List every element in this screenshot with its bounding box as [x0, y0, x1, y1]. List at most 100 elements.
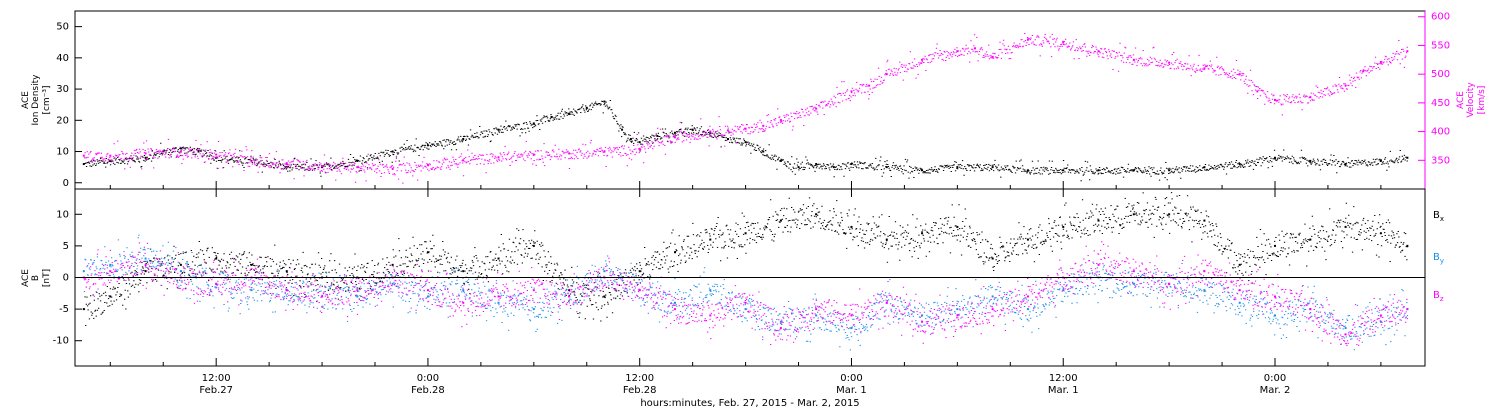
- bz-point: [568, 295, 571, 298]
- density-tick-label: 30: [56, 84, 69, 95]
- density-point: [1168, 169, 1171, 172]
- bx-point: [956, 225, 959, 228]
- by-point: [250, 289, 253, 292]
- bz-point: [779, 327, 782, 330]
- density-point: [1097, 169, 1100, 172]
- velocity-point: [1406, 50, 1409, 53]
- by-scatter-cloud: [83, 234, 1409, 351]
- bz-point: [356, 289, 359, 292]
- velocity-point: [1256, 90, 1259, 93]
- velocity-point: [321, 165, 324, 168]
- velocity-point: [426, 163, 429, 166]
- field-tick-label: -5: [59, 304, 69, 315]
- bx-point: [1274, 244, 1276, 247]
- bx-point: [1406, 244, 1409, 247]
- density-tick-label: 10: [56, 147, 69, 158]
- density-point: [603, 100, 606, 103]
- bx-scatter-cloud: [83, 192, 1409, 326]
- by-point: [1203, 289, 1206, 292]
- by-point: [462, 289, 465, 292]
- bx-point: [1344, 225, 1347, 228]
- bx-point: [1132, 213, 1135, 216]
- by-point: [179, 270, 182, 273]
- density-point: [850, 163, 853, 166]
- density-point: [144, 156, 147, 159]
- velocity-point: [1097, 50, 1100, 53]
- bz-point: [497, 295, 500, 298]
- bx-point: [1379, 232, 1382, 235]
- bz-point: [1238, 289, 1241, 292]
- x-tick-time-label: 12:00: [1049, 373, 1078, 384]
- density-point: [568, 113, 571, 116]
- bz-point: [109, 270, 112, 273]
- field-axis-label-line-3: [nT]: [42, 269, 52, 287]
- density-point: [532, 122, 535, 125]
- field-axis-label-line-1: ACE: [21, 269, 31, 287]
- velocity-point: [674, 136, 676, 139]
- density-point: [1309, 159, 1312, 162]
- bx-point: [1238, 263, 1241, 266]
- by-point: [426, 295, 429, 298]
- bz-point: [674, 308, 676, 311]
- x-tick-time-label: 0:00: [417, 373, 439, 384]
- bx-point: [885, 238, 888, 241]
- bx-point: [1168, 213, 1171, 216]
- bx-point: [1062, 225, 1065, 228]
- velocity-tick-label: 550: [1431, 40, 1450, 51]
- velocity-tick-label: 500: [1431, 69, 1450, 80]
- velocity-point: [974, 47, 976, 50]
- velocity-point: [885, 73, 888, 76]
- density-point: [82, 163, 85, 166]
- legend-bx-name: B: [1433, 210, 1440, 221]
- density-point: [197, 150, 200, 153]
- velocity-point: [568, 152, 571, 155]
- velocity-point: [638, 147, 641, 150]
- velocity-point: [868, 84, 871, 87]
- velocity-axis-label-line-1: ACE: [1456, 91, 1466, 109]
- by-point: [991, 295, 994, 298]
- field-tick-label: -10: [53, 336, 69, 347]
- by-point: [956, 308, 959, 311]
- x-tick-date-label: Feb.28: [623, 385, 657, 396]
- bz-point: [991, 308, 994, 311]
- bz-point: [956, 314, 959, 317]
- legend-bz-name: B: [1433, 290, 1440, 301]
- top-series-group: [82, 33, 1409, 184]
- density-tick-label: 20: [56, 115, 69, 126]
- bz-point: [1132, 270, 1135, 273]
- bz-point: [1097, 263, 1100, 266]
- density-point: [1203, 166, 1206, 169]
- bz-point: [850, 314, 853, 317]
- field-axis-ticks: -10 -5 0 5 10: [53, 209, 82, 347]
- field-tick-label: 0: [63, 273, 69, 284]
- bottom-series-group: [82, 192, 1409, 351]
- bx-point: [674, 251, 676, 254]
- by-point: [82, 270, 85, 273]
- velocity-point: [215, 153, 218, 156]
- density-point: [956, 166, 959, 169]
- density-point: [832, 166, 835, 169]
- legend-bx-subscript: x: [1440, 215, 1444, 223]
- bz-point: [321, 295, 324, 298]
- by-point: [391, 282, 394, 285]
- by-point: [603, 270, 606, 273]
- velocity-point: [815, 107, 818, 110]
- x-tick-date-label: Mar. 1: [1048, 385, 1079, 396]
- velocity-point: [762, 124, 765, 127]
- bz-point: [815, 308, 818, 311]
- density-axis-label-line-2: Ion Density: [31, 74, 41, 126]
- bz-point: [462, 301, 465, 304]
- bz-point: [215, 282, 218, 285]
- velocity-point: [1062, 41, 1065, 44]
- velocity-point: [391, 167, 394, 170]
- velocity-tick-label: 600: [1431, 12, 1450, 23]
- field-axis-label-line-2: B: [31, 275, 41, 281]
- bx-point: [1097, 219, 1100, 222]
- bx-point: [109, 295, 112, 298]
- density-point: [656, 134, 659, 137]
- density-tick-label: 0: [63, 178, 69, 189]
- bz-point: [1379, 314, 1382, 317]
- density-tick-label: 40: [56, 53, 69, 64]
